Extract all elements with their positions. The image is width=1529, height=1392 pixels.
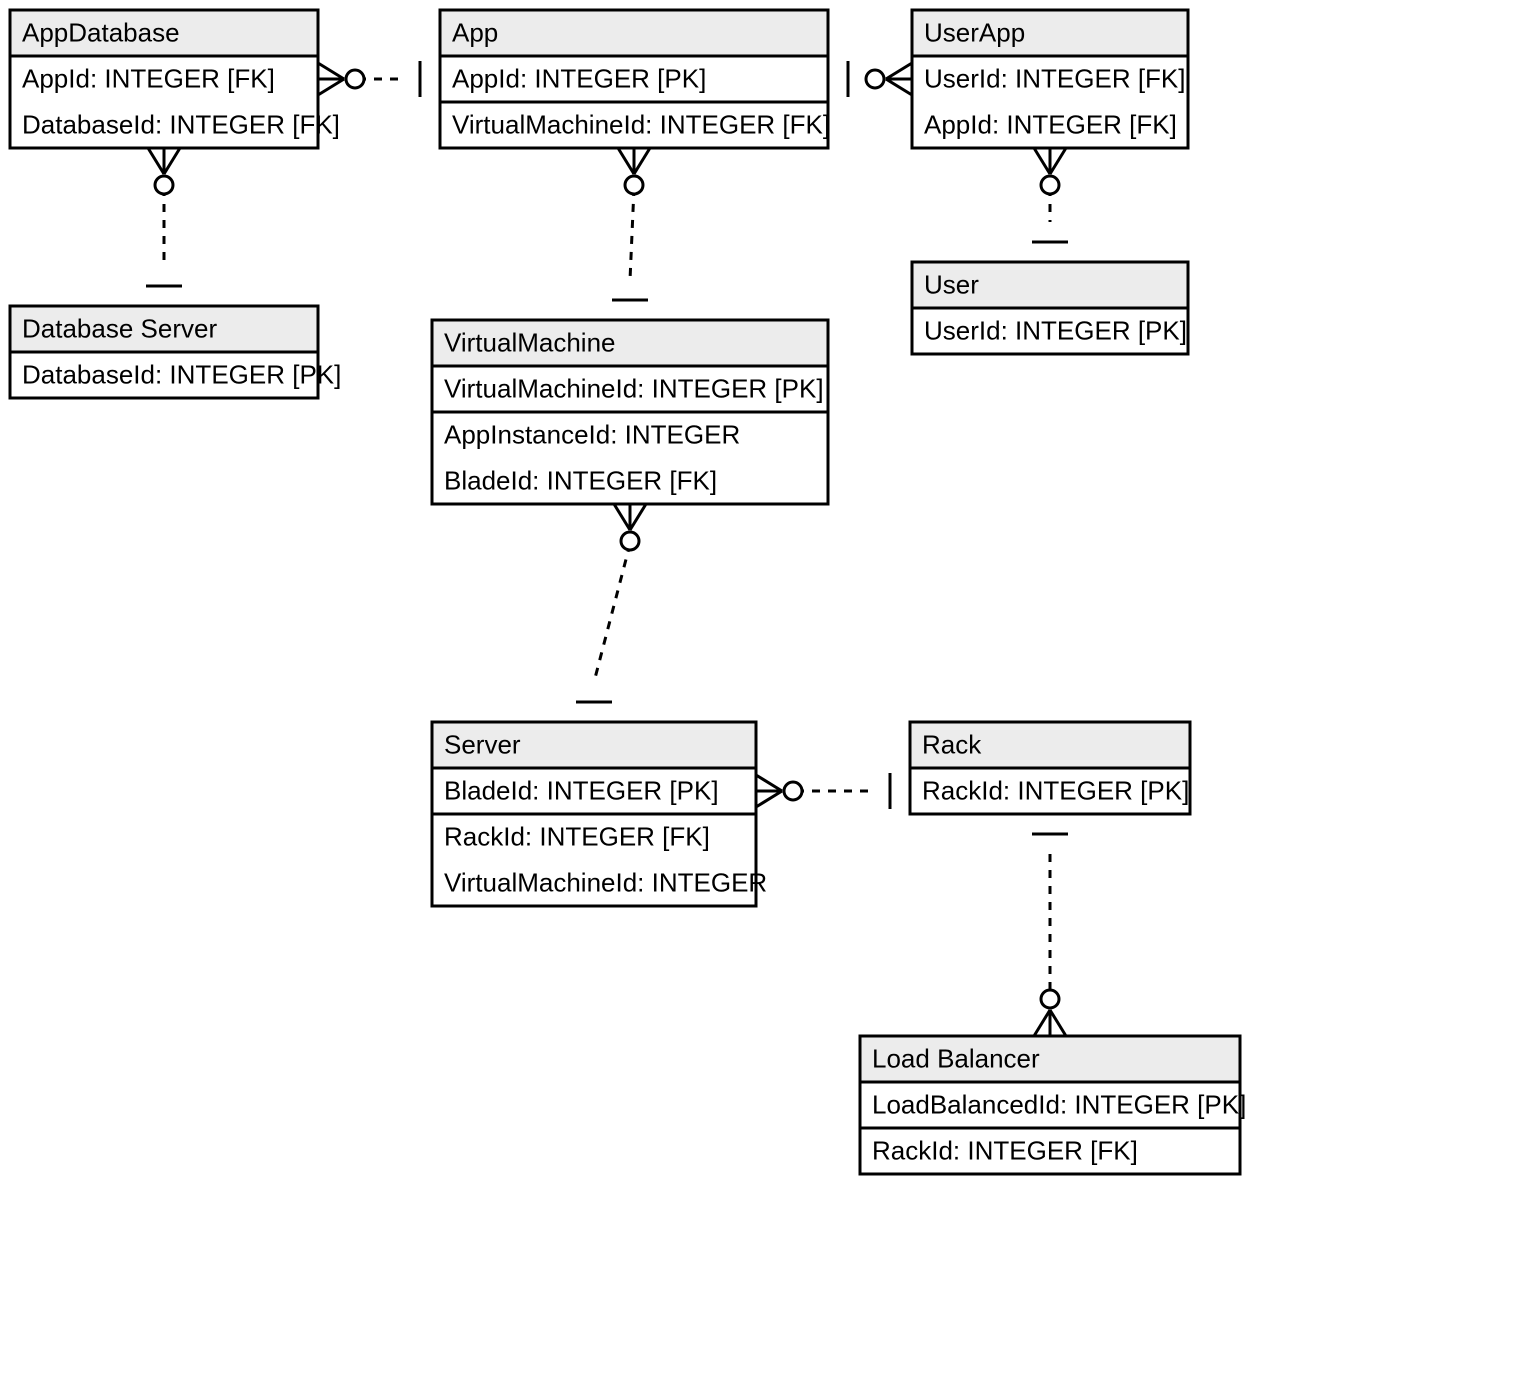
edge-app-vm (612, 148, 650, 300)
entity-field: UserId: INTEGER [PK] (924, 315, 1187, 345)
entity-title: App (452, 17, 498, 47)
entity-field: VirtualMachineId: INTEGER (444, 867, 767, 897)
entity-field: RackId: INTEGER [FK] (872, 1135, 1138, 1165)
entity-field: LoadBalancedId: INTEGER [PK] (872, 1089, 1246, 1119)
entity-field: AppId: INTEGER [PK] (452, 63, 706, 93)
entity-title: Rack (922, 729, 982, 759)
edge-app-userapp (848, 61, 912, 97)
entity-userapp: UserApp UserId: INTEGER [FK] AppId: INTEGE… (912, 10, 1188, 148)
edge-server-rack (756, 773, 890, 809)
edge-appdb-dbserver (146, 148, 182, 286)
edge-rack-lb (1032, 834, 1068, 1036)
entity-title: AppDatabase (22, 17, 180, 47)
entity-field: VirtualMachineId: INTEGER [PK] (444, 373, 824, 403)
entity-lb: Load Balancer LoadBalancedId: INTEGER [PK… (860, 1036, 1246, 1174)
entity-field: UserId: INTEGER [FK] (924, 63, 1186, 93)
entity-field: BladeId: INTEGER [PK] (444, 775, 719, 805)
entity-server: Server BladeId: INTEGER [PK] RackId: INTEG… (432, 722, 767, 906)
entity-title: Server (444, 729, 521, 759)
entity-title: Database Server (22, 313, 217, 343)
edge-userapp-user (1032, 148, 1068, 242)
entity-field: RackId: INTEGER [FK] (444, 821, 710, 851)
entity-dbserver: Database Server DatabaseId: INTEGER [PK] (10, 306, 341, 398)
entity-appdb: AppDatabase AppId: INTEGER [FK] DatabaseId… (10, 10, 340, 148)
edge-vm-server (576, 504, 646, 702)
entity-title: VirtualMachine (444, 327, 616, 357)
entity-vm: VirtualMachine VirtualMachineId: INTEGER … (432, 320, 828, 504)
entity-field: RackId: INTEGER [PK] (922, 775, 1189, 805)
entity-user: User UserId: INTEGER [PK] (912, 262, 1188, 354)
entity-field: VirtualMachineId: INTEGER [FK] (452, 109, 830, 139)
entity-field: DatabaseId: INTEGER [FK] (22, 109, 340, 139)
entity-field: AppId: INTEGER [FK] (22, 63, 275, 93)
entity-title: User (924, 269, 979, 299)
entity-title: Load Balancer (872, 1043, 1040, 1073)
edge-appdb-app (318, 61, 420, 97)
entity-rack: Rack RackId: INTEGER [PK] (910, 722, 1190, 814)
entity-title: UserApp (924, 17, 1025, 47)
entity-field: BladeId: INTEGER [FK] (444, 465, 717, 495)
er-diagram: AppDatabase AppId: INTEGER [FK] DatabaseId… (0, 0, 1529, 1392)
entity-field: AppInstanceId: INTEGER (444, 419, 740, 449)
entity-app: App AppId: INTEGER [PK] VirtualMachineId: … (440, 10, 830, 148)
entity-field: AppId: INTEGER [FK] (924, 109, 1177, 139)
entity-field: DatabaseId: INTEGER [PK] (22, 359, 341, 389)
